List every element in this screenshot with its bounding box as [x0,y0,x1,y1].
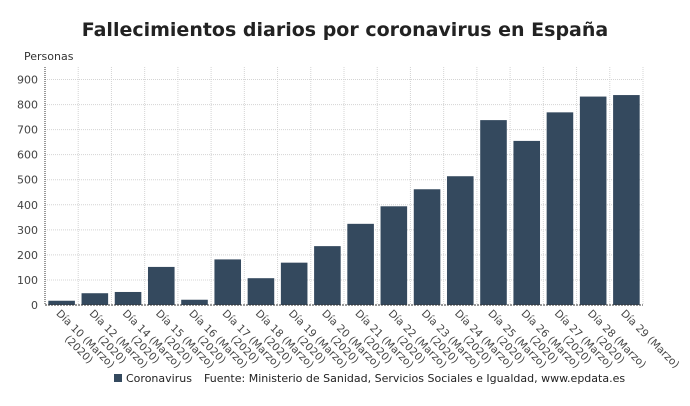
y-tick-label: 400 [17,199,38,212]
x-axis-ticks: Día 10 (Marzo)(2020)Día 12 (Marzo)(2020)… [53,308,681,371]
y-tick-label: 100 [17,274,38,287]
bar [446,176,474,305]
x-tick-label: Día 29 (Marzo) [618,308,681,371]
bar [114,291,142,305]
y-axis-label: Personas [24,50,74,63]
bar [413,189,441,305]
bar [81,293,109,305]
y-tick-label: 200 [17,249,38,262]
bar [579,96,607,305]
bar [480,120,507,306]
bar [280,262,308,305]
bar [247,278,275,305]
bar [48,300,75,305]
bars [48,95,640,306]
bar [613,95,640,305]
bar [314,246,341,305]
y-tick-label: 700 [17,124,38,137]
bar [380,206,408,305]
chart-title: Fallecimientos diarios por coronavirus e… [82,19,608,41]
y-axis-ticks: 0 100 200 300 400 500 600 700 800 900 [17,74,38,312]
y-tick-label: 0 [31,299,38,312]
bar [546,112,574,305]
y-tick-label: 500 [17,174,38,187]
source-note: Fuente: Ministerio de Sanidad, Servicios… [204,372,625,385]
bar [214,259,242,305]
bar [147,266,175,305]
y-tick-label: 600 [17,149,38,162]
gridlines [45,67,644,305]
y-tick-label: 800 [17,99,38,112]
bar [181,299,208,305]
y-tick-label: 300 [17,224,38,237]
bar [513,140,541,305]
bar [347,223,374,305]
legend: Coronavirus Fuente: Ministerio de Sanida… [114,372,625,385]
legend-swatch [114,374,122,382]
legend-label: Coronavirus [126,372,192,385]
y-tick-label: 900 [17,74,38,87]
